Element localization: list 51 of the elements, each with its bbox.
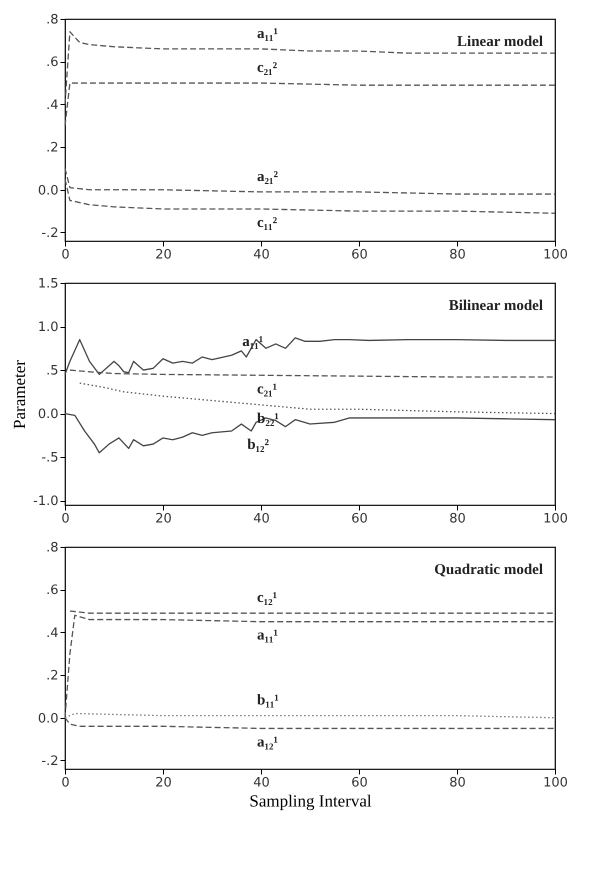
series-label: c₂₁² (257, 60, 278, 76)
y-tick-label: 0.0 (38, 407, 58, 422)
series-label: c₁₂¹ (257, 590, 278, 606)
x-tick-label: 80 (449, 512, 466, 526)
y-tick-label: 1.0 (38, 320, 58, 336)
series-label: a₁₁¹ (257, 628, 278, 644)
x-tick-label: 60 (351, 248, 368, 262)
x-tick-label: 100 (543, 776, 568, 790)
x-tick-label: 20 (155, 512, 172, 526)
series-label: c₂₁¹ (257, 381, 278, 398)
series-label: b₁₂² (247, 437, 270, 453)
x-tick-label: 0 (61, 248, 70, 262)
y-tick-label: .6 (46, 55, 58, 70)
series-label: a₁₂¹ (257, 734, 278, 750)
text: Linear model (457, 34, 543, 50)
x-tick-label: 20 (155, 776, 172, 790)
y-axis-title: Parameter (10, 360, 30, 429)
x-tick-label: 0 (61, 776, 70, 790)
x-tick-label: 40 (253, 248, 270, 262)
y-tick-label: -.2 (41, 226, 58, 241)
x-tick-label: 40 (253, 512, 270, 526)
y-tick-label: -1.0 (33, 494, 58, 510)
series-label: c₁₁² (257, 214, 278, 231)
x-tick-label: 60 (351, 776, 368, 790)
x-tick-label: 80 (449, 776, 466, 790)
x-tick-label: 40 (253, 776, 270, 790)
y-tick-label: .2 (46, 140, 58, 156)
text: Quadratic model (434, 562, 543, 578)
y-tick-label: .2 (46, 668, 58, 684)
x-tick-label: 100 (543, 248, 568, 262)
y-tick-label: 1.5 (38, 276, 58, 292)
series-label: a₂₁² (257, 168, 278, 185)
x-axis-title: Sampling Interval (249, 792, 372, 810)
series-label: a₁₁¹ (257, 26, 278, 42)
y-tick-label: -.2 (41, 754, 58, 769)
x-tick-label: 60 (351, 512, 368, 526)
y-tick-label: 0.0 (38, 183, 58, 198)
x-tick-label: 0 (61, 512, 70, 526)
x-tick-label: 20 (155, 248, 172, 262)
y-tick-label: 0.0 (38, 711, 58, 726)
y-tick-label: .8 (46, 12, 58, 28)
x-tick-label: 100 (543, 512, 568, 526)
text: Bilinear model (448, 298, 543, 314)
y-tick-label: .8 (46, 540, 58, 556)
y-tick-label: .5 (46, 364, 58, 379)
y-tick-label: .4 (46, 626, 58, 641)
y-tick-label: .4 (46, 98, 58, 113)
y-tick-label: -.5 (41, 450, 58, 466)
x-tick-label: 80 (449, 248, 466, 262)
y-tick-label: .6 (46, 583, 58, 598)
series-label: b₁₁¹ (257, 692, 279, 709)
